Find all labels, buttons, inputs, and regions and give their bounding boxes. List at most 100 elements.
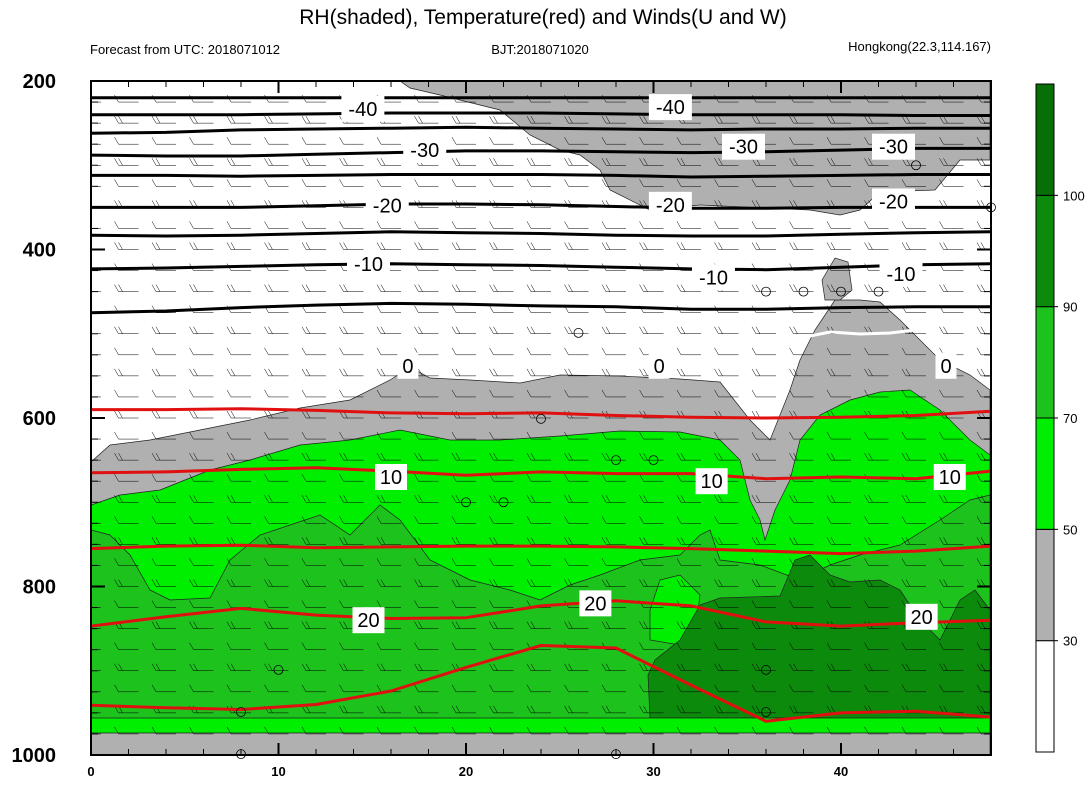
wind-barb-flag xyxy=(751,621,757,629)
wind-barb-flag xyxy=(264,242,269,250)
wind-barb-flag xyxy=(268,158,273,166)
wind-barb-flag xyxy=(151,453,157,461)
calm-circle xyxy=(798,286,809,297)
contour-label-box xyxy=(375,463,407,490)
contour-label: 20 xyxy=(584,593,606,615)
wind-barb-flag xyxy=(639,326,644,334)
wind-barb-flag xyxy=(718,705,723,713)
wind-barb-flag xyxy=(451,516,457,524)
wind-barb-flag xyxy=(264,453,269,461)
wind-barb-flag xyxy=(414,663,419,671)
wind-barb-flag xyxy=(564,579,569,587)
wind-barb-flag xyxy=(714,453,719,461)
wind-barb-flag xyxy=(193,537,198,545)
wind-barb-flag xyxy=(643,621,648,629)
contour-label-box xyxy=(933,463,966,490)
wind-barb-flag xyxy=(868,158,873,166)
wind-barb-flag xyxy=(230,326,236,334)
wind-barb-flag xyxy=(489,663,494,671)
wind-barb-flag xyxy=(976,558,982,566)
wind-barb-flag xyxy=(643,368,648,376)
wind-barb-flag xyxy=(564,431,569,440)
wind-barb-flag xyxy=(118,495,123,503)
wind-barb-flag xyxy=(189,558,194,566)
wind-barb-flag xyxy=(151,474,157,482)
wind-barb-flag xyxy=(564,495,569,503)
wind-barb-flag xyxy=(493,242,498,250)
wind-barb-flag xyxy=(714,221,719,229)
wind-barb-flag xyxy=(343,579,348,587)
wind-barb-flag xyxy=(418,621,423,629)
wind-barb-flag xyxy=(943,158,948,166)
wind-barb-flag xyxy=(376,726,382,735)
wind-barb-flag xyxy=(639,389,644,398)
wind-barb-flag xyxy=(751,326,757,334)
wind-barb-flag xyxy=(826,663,832,671)
wind-barb-flag xyxy=(605,663,611,671)
wind-barb-flag xyxy=(264,368,269,376)
wind-barb-flag xyxy=(380,537,386,545)
wind-barb-flag xyxy=(189,579,194,587)
wind-barb-flag xyxy=(639,705,644,713)
wind-barb-flag xyxy=(155,410,161,419)
wind-barb-flag xyxy=(639,221,644,229)
wind-barb-flag xyxy=(639,284,644,292)
wind-barb-flag xyxy=(376,431,382,440)
wind-barb-flag xyxy=(339,495,344,503)
wind-barb-flag xyxy=(189,684,194,692)
wind-barb-flag xyxy=(680,621,686,629)
wind-barb-flag xyxy=(414,516,419,524)
wind-barb-flag xyxy=(601,137,607,145)
wind-barb-flag xyxy=(530,368,536,376)
wind-barb-flag xyxy=(943,705,948,713)
chart-title: RH(shaded), Temperature(red) and Winds(U… xyxy=(299,6,786,29)
calm-circle xyxy=(873,286,884,297)
wind-barb-flag xyxy=(864,495,869,503)
wind-barb-flag xyxy=(605,621,611,629)
wind-barb-flag xyxy=(905,453,911,461)
wind-barb-flag xyxy=(714,495,719,503)
wind-barb-flag xyxy=(676,137,682,145)
wind-barb-flag xyxy=(81,116,85,123)
wind-barb-flag xyxy=(980,242,986,250)
wind-barb-flag xyxy=(826,368,832,376)
wind-barb-flag xyxy=(526,579,532,587)
wind-barb-flag xyxy=(976,137,982,145)
wind-barb-flag xyxy=(418,116,423,124)
wind-barb-flag xyxy=(568,116,573,124)
wind-barb-flag xyxy=(901,431,907,440)
wind-barb-flag xyxy=(564,137,569,145)
wind-barb-flag xyxy=(339,663,344,671)
wind-barb-flag xyxy=(343,495,348,503)
wind-barb-flag xyxy=(939,431,944,440)
wind-barb-flag xyxy=(268,116,273,124)
wind-barb-flag xyxy=(976,368,982,376)
wind-barb-flag xyxy=(789,431,794,440)
wind-barb-flag xyxy=(901,579,907,587)
wind-barb-flag xyxy=(868,368,873,376)
wind-barb-flag xyxy=(455,368,461,376)
wind-barb-flag xyxy=(826,558,832,566)
wind-barb-flag xyxy=(81,158,85,165)
wind-barb-flag xyxy=(189,642,194,650)
wind-barb-flag xyxy=(151,368,157,376)
wind-barb-flag xyxy=(976,284,982,292)
wind-barb-flag xyxy=(718,537,723,545)
wind-barb-flag xyxy=(489,116,494,124)
wind-barb-flag xyxy=(564,537,569,545)
wind-barb-flag xyxy=(680,453,686,461)
wind-barb-flag xyxy=(830,705,836,713)
wind-barb-flag xyxy=(605,705,611,713)
wind-barb-flag xyxy=(676,326,682,334)
wind-barb-flag xyxy=(114,116,119,124)
wind-barb-flag xyxy=(414,600,419,608)
wind-barb-flag xyxy=(301,410,307,419)
wind-barb-flag xyxy=(901,558,907,566)
wind-barb-flag xyxy=(226,284,232,292)
wind-barb-flag xyxy=(305,453,311,461)
wind-barb-flag xyxy=(114,284,119,292)
wind-barb-flag xyxy=(568,453,573,461)
calm-circle xyxy=(761,665,771,675)
wind-barb-flag xyxy=(601,221,607,229)
calm-circle xyxy=(461,497,471,508)
